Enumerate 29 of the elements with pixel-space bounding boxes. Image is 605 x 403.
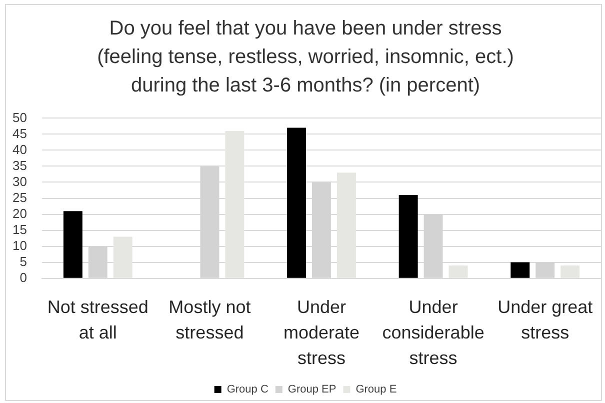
- y-tick-label: 35: [12, 158, 27, 173]
- legend-label: Group EP: [288, 384, 336, 396]
- y-tick-label: 15: [12, 222, 27, 237]
- bar: [336, 172, 356, 278]
- bar: [398, 195, 418, 278]
- x-tick-label: Under moderate stress: [283, 297, 360, 368]
- y-tick-label: 20: [12, 206, 27, 221]
- bar: [225, 131, 244, 278]
- y-tick-label: 50: [12, 110, 27, 125]
- y-tick-label: 45: [12, 126, 27, 141]
- bar: [510, 262, 530, 278]
- legend-label: Group C: [226, 384, 268, 396]
- bar: [448, 266, 468, 278]
- y-tick-label: 10: [12, 238, 27, 253]
- bar: [560, 266, 580, 278]
- y-tick-label: 40: [12, 142, 27, 157]
- bar: [287, 128, 306, 278]
- x-tick-label: Not stressed at all: [47, 297, 148, 343]
- y-tick-label: 30: [12, 174, 27, 189]
- bar: [113, 236, 132, 278]
- chart-title: Do you feel that you have been under stress (feeling tense, restless, worried, insomnic, ect.) during the last 3-6 months? (in percent): [97, 18, 514, 97]
- x-tick-label: Under considerable stress: [382, 297, 484, 368]
- y-tick-label: 5: [20, 254, 27, 269]
- y-tick-label: 25: [12, 190, 27, 205]
- x-tick-label: Under great stress: [498, 297, 593, 343]
- y-tick-label: 0: [20, 270, 27, 285]
- x-tick-label: Mostly not stressed: [168, 297, 251, 343]
- legend-label: Group E: [356, 384, 397, 396]
- bar: [63, 211, 82, 278]
